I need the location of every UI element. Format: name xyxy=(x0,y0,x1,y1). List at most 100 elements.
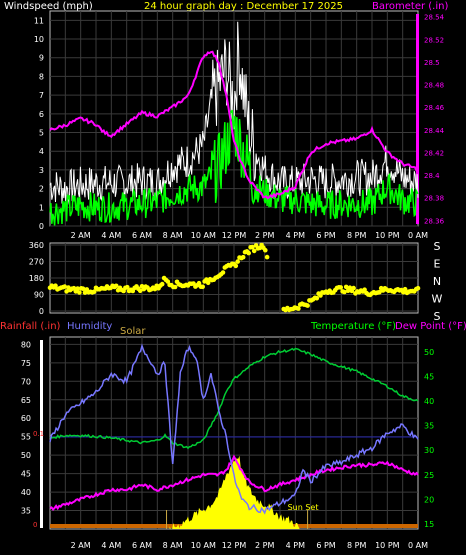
p3-time-label: 4 PM xyxy=(286,541,305,550)
p1-time-label: 6 PM xyxy=(316,231,335,240)
wind-direction-point xyxy=(263,247,268,253)
wind-tick-label: 2 xyxy=(39,185,44,194)
humidity-tick-label: 65 xyxy=(21,396,31,405)
wind-tick-label: 6 xyxy=(39,110,44,119)
wind-direction-point xyxy=(343,284,349,290)
p1-time-label: 6 AM xyxy=(132,231,152,240)
humidity-series-line xyxy=(49,343,419,515)
wind-direction-point xyxy=(240,254,246,260)
wind-direction-point xyxy=(233,263,239,269)
barometer-axis-label: Barometer (.in) xyxy=(372,1,449,12)
temperature-tick-label: 40 xyxy=(424,397,434,406)
p3-time-label: 8 AM xyxy=(163,541,183,550)
wind-tick-label: 1 xyxy=(39,203,44,212)
wind-direction-point xyxy=(113,283,119,289)
p3-time-label: 0 AM xyxy=(408,541,428,550)
dewpoint-series-line xyxy=(49,454,419,512)
temperature-tick-label: 20 xyxy=(424,495,434,504)
wind-tick-label: 9 xyxy=(39,54,44,63)
wind-tick-label: 5 xyxy=(39,129,44,138)
wind-direction-point xyxy=(172,284,178,290)
p3-time-label: 4 AM xyxy=(101,541,121,550)
dewpoint-axis-label: Dew Point (°F) xyxy=(395,321,466,332)
p1-time-label: 10 PM xyxy=(375,231,400,240)
wind-direction-point xyxy=(235,259,240,264)
rain-tick-label: 0 xyxy=(33,521,37,529)
wind-direction-point xyxy=(264,254,270,260)
windspeed-series-line xyxy=(49,21,419,205)
wind-tick-label: 10 xyxy=(34,35,44,44)
p3-time-label: 6 AM xyxy=(132,541,152,550)
dir-tick-label: 270 xyxy=(29,258,44,267)
p1-time-label: 10 AM xyxy=(191,231,216,240)
p3-time-label: 2 PM xyxy=(255,541,274,550)
p3-time-label: 8 PM xyxy=(347,541,366,550)
sunset-label: Sun Set xyxy=(288,503,319,512)
humidity-axis-label: Humidity xyxy=(67,321,113,332)
p1-time-label: 4 PM xyxy=(286,231,305,240)
p3-time-label: 10 AM xyxy=(191,541,216,550)
wind-direction-point xyxy=(351,285,356,291)
p1-time-label: 2 AM xyxy=(71,231,91,240)
solar-area xyxy=(169,455,300,529)
humidity-tick-label: 50 xyxy=(21,451,31,460)
humidity-tick-label: 40 xyxy=(21,488,31,497)
humidity-tick-label: 70 xyxy=(21,377,31,386)
wind-direction-point xyxy=(200,284,205,290)
wind-tick-label: 8 xyxy=(39,72,44,81)
compass-label: W xyxy=(432,293,443,306)
windspeed-axis-label: Windspeed (mph) xyxy=(4,1,93,12)
dir-tick-label: 360 xyxy=(29,241,44,250)
dir-tick-label: 180 xyxy=(29,274,44,283)
wind-direction-point xyxy=(246,250,251,256)
wind-direction-point xyxy=(75,286,80,291)
wind-direction-point xyxy=(362,287,367,293)
baro-tick-label: 28.52 xyxy=(424,36,444,44)
wind-direction-point xyxy=(53,283,58,289)
wind-direction-point xyxy=(402,286,408,292)
p3-time-label: 2 AM xyxy=(71,541,91,550)
baro-tick-label: 28.44 xyxy=(424,127,445,135)
humidity-tick-label: 55 xyxy=(21,433,31,442)
p3-time-label: 6 PM xyxy=(316,541,335,550)
compass-label: S xyxy=(434,310,441,323)
wind-direction-point xyxy=(64,289,69,294)
humidity-tick-label: 60 xyxy=(21,414,31,423)
baro-tick-label: 28.48 xyxy=(424,82,444,90)
wind-direction-point xyxy=(250,244,255,250)
wind-direction-point xyxy=(251,248,257,254)
dir-tick-label: 90 xyxy=(34,291,44,300)
baro-tick-label: 28.38 xyxy=(424,195,444,203)
dir-tick-label: 0 xyxy=(39,307,44,316)
baro-tick-label: 28.4 xyxy=(424,172,440,180)
baro-tick-label: 28.46 xyxy=(424,104,445,112)
wind-direction-point xyxy=(137,288,143,294)
wind-direction-point xyxy=(62,284,67,289)
wind-tick-label: 11 xyxy=(34,16,44,25)
temperature-tick-label: 50 xyxy=(424,348,434,357)
wind-direction-point xyxy=(205,280,211,286)
temperature-series-line xyxy=(49,347,419,450)
baro-tick-label: 28.5 xyxy=(424,59,440,67)
baro-tick-label: 28.42 xyxy=(424,149,444,157)
humidity-tick-label: 80 xyxy=(21,340,31,349)
rain-axis-bar xyxy=(40,340,43,528)
wind-direction-point xyxy=(159,281,165,287)
p1-time-label: 8 PM xyxy=(347,231,366,240)
wind-direction-point xyxy=(196,280,202,286)
temperature-tick-label: 25 xyxy=(424,471,434,480)
chart-title: 24 hour graph day : December 17 2025 xyxy=(144,1,343,12)
baro-tick-label: 28.36 xyxy=(424,217,445,225)
p3-time-label: 10 PM xyxy=(375,541,400,550)
wind-tick-label: 7 xyxy=(39,91,44,100)
temperature-tick-label: 15 xyxy=(424,520,434,529)
temperature-tick-label: 35 xyxy=(424,422,434,431)
rain-tick-label: 0.1 xyxy=(33,430,44,438)
gust-series-line xyxy=(49,109,419,226)
wind-tick-label: 0 xyxy=(39,222,44,231)
rainfall-axis-label: Rainfall (.in) xyxy=(0,321,61,332)
wind-direction-point xyxy=(415,285,421,291)
wind-direction-point xyxy=(314,295,320,301)
baro-axis-bar xyxy=(416,14,419,224)
